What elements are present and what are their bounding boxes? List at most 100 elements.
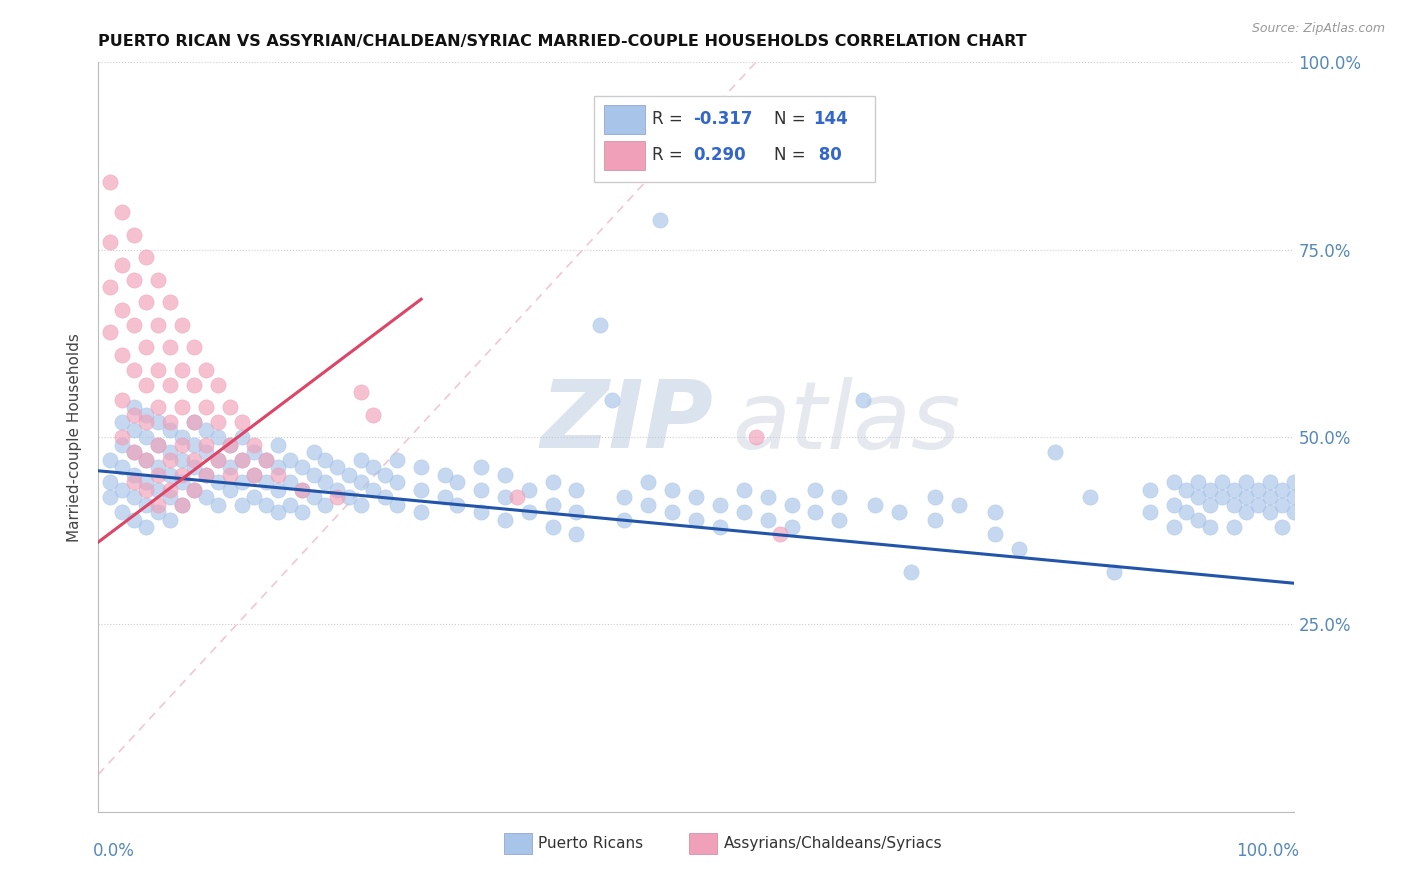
Point <box>374 467 396 482</box>
Point <box>291 483 314 497</box>
Text: ZIP: ZIP <box>541 376 713 468</box>
Point <box>111 430 134 444</box>
Text: R =: R = <box>652 146 688 164</box>
Point <box>1258 490 1281 504</box>
Point <box>278 475 301 489</box>
Point <box>135 415 157 429</box>
Point <box>1163 498 1185 512</box>
Point <box>1187 512 1209 526</box>
Point <box>900 565 922 579</box>
Text: 100.0%: 100.0% <box>1236 842 1299 860</box>
Point <box>541 475 564 489</box>
Point <box>207 430 229 444</box>
Point <box>517 483 540 497</box>
Point <box>1199 498 1222 512</box>
Point <box>183 437 205 451</box>
FancyBboxPatch shape <box>605 141 644 169</box>
Point <box>183 377 205 392</box>
Point <box>124 445 146 459</box>
Point <box>637 475 659 489</box>
Point <box>98 490 122 504</box>
Point <box>1271 498 1294 512</box>
Point <box>363 408 385 422</box>
Point <box>780 520 803 534</box>
Point <box>111 437 134 451</box>
Point <box>411 460 433 475</box>
Point <box>385 475 409 489</box>
Point <box>148 415 170 429</box>
Point <box>148 362 170 376</box>
Point <box>172 467 194 482</box>
Point <box>984 527 1007 541</box>
Point <box>98 280 122 294</box>
Point <box>1139 483 1161 497</box>
Text: Source: ZipAtlas.com: Source: ZipAtlas.com <box>1251 22 1385 36</box>
Point <box>183 340 205 354</box>
Point <box>984 505 1007 519</box>
Point <box>565 505 588 519</box>
Point <box>135 483 157 497</box>
Point <box>195 423 218 437</box>
Point <box>828 490 851 504</box>
Point <box>183 483 205 497</box>
Point <box>709 498 731 512</box>
Point <box>111 483 134 497</box>
Point <box>219 483 242 497</box>
Point <box>135 295 157 310</box>
Point <box>124 467 146 482</box>
Point <box>243 490 266 504</box>
Point <box>111 460 134 475</box>
Point <box>159 490 181 504</box>
Point <box>135 498 157 512</box>
Point <box>648 212 672 227</box>
Point <box>159 377 181 392</box>
Point <box>1258 475 1281 489</box>
Point <box>1163 520 1185 534</box>
Point <box>1223 520 1246 534</box>
Point <box>350 452 373 467</box>
Point <box>541 520 564 534</box>
Text: 0.0%: 0.0% <box>93 842 135 860</box>
Point <box>172 430 194 444</box>
Point <box>1211 490 1233 504</box>
Point <box>135 452 157 467</box>
Point <box>494 512 516 526</box>
Point <box>1080 490 1102 504</box>
Point <box>291 483 314 497</box>
Point <box>889 505 911 519</box>
Point <box>159 295 181 310</box>
Point <box>254 452 277 467</box>
Point <box>1043 445 1066 459</box>
Point <box>98 235 122 250</box>
Point <box>685 512 707 526</box>
Text: Puerto Ricans: Puerto Ricans <box>538 836 644 851</box>
Point <box>506 490 529 504</box>
Point <box>219 437 242 451</box>
Text: -0.317: -0.317 <box>693 110 754 128</box>
Point <box>195 437 218 451</box>
Point <box>733 505 755 519</box>
Point <box>219 460 242 475</box>
Point <box>1247 498 1270 512</box>
Point <box>195 467 218 482</box>
Point <box>1187 475 1209 489</box>
Point <box>865 498 887 512</box>
Point <box>254 498 277 512</box>
Point <box>195 400 218 414</box>
Point <box>1139 505 1161 519</box>
Point <box>385 498 409 512</box>
Point <box>159 467 181 482</box>
Point <box>124 400 146 414</box>
Point <box>195 490 218 504</box>
Point <box>267 460 290 475</box>
Point <box>1223 498 1246 512</box>
Point <box>148 498 170 512</box>
Point <box>183 483 205 497</box>
Point <box>363 460 385 475</box>
Point <box>1223 483 1246 497</box>
Point <box>326 490 349 504</box>
Point <box>291 460 314 475</box>
Point <box>326 460 349 475</box>
Point <box>243 467 266 482</box>
Text: 144: 144 <box>813 110 848 128</box>
